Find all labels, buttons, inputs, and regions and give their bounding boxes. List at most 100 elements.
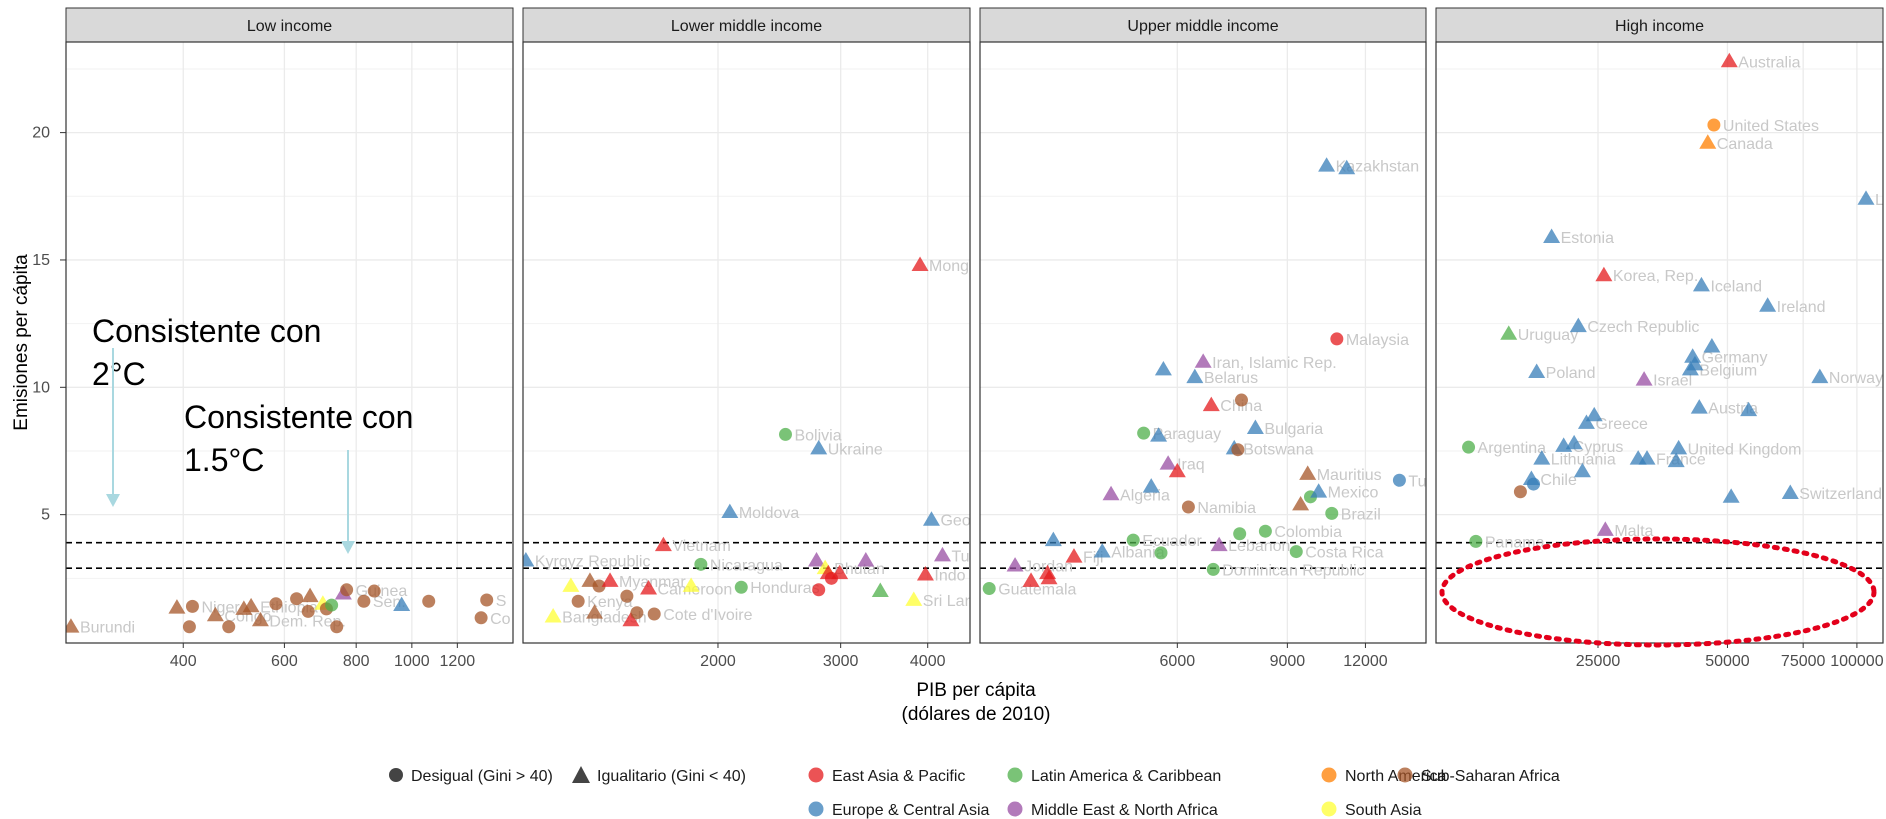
legend-region-label: Europe & Central Asia	[832, 802, 990, 819]
country-label: Lithuania	[1551, 452, 1616, 469]
data-point-triangle	[1720, 52, 1738, 68]
data-point-circle	[734, 580, 748, 594]
x-tick-label: 9000	[1270, 653, 1306, 670]
country-label: Dominican Republic	[1222, 562, 1364, 579]
legend-region-label: South Asia	[1345, 802, 1422, 819]
country-label: Chile	[1540, 472, 1577, 489]
facet-panel-2: Upper middle income GuatemalaJordanFijiAl…	[979, 7, 1456, 670]
data-point-circle	[1181, 500, 1195, 514]
data-point-triangle	[601, 572, 619, 587]
data-point-triangle	[1102, 485, 1120, 501]
data-point-triangle	[831, 564, 849, 580]
country-label: Ukraine	[828, 441, 883, 458]
facet-title: High income	[1615, 18, 1704, 35]
arrow-15c-head	[341, 541, 355, 554]
country-label: S	[496, 593, 507, 610]
data-point-circle	[1206, 562, 1220, 576]
country-label: Vietnam	[672, 538, 730, 555]
data-point-circle	[1392, 473, 1406, 487]
country-label: Myanmar	[619, 574, 686, 591]
data-point-circle	[290, 592, 304, 606]
arrow-2c-head	[106, 494, 120, 507]
data-point-circle	[812, 583, 826, 597]
country-label: Dem. Rep.	[269, 613, 345, 630]
country-label: Botswana	[1243, 441, 1313, 458]
data-point-triangle	[1596, 521, 1614, 536]
data-point-circle	[1258, 524, 1272, 538]
legend-shape-label: Igualitario (Gini < 40)	[597, 768, 746, 785]
data-point-triangle	[1690, 399, 1708, 414]
data-point-triangle	[1740, 401, 1758, 417]
data-point-circle	[1707, 118, 1721, 132]
country-label: Turkey	[1408, 473, 1456, 490]
x-tick-label: 6000	[1160, 653, 1196, 670]
data-point-triangle	[1703, 338, 1721, 353]
data-point-triangle	[1338, 159, 1356, 175]
panel-border	[65, 41, 514, 644]
data-point-triangle	[622, 611, 640, 627]
x-tick-label: 400	[170, 653, 197, 670]
facet-panel-1: Lower middle income Kyrgyz RepublicBangla…	[522, 7, 1002, 670]
country-label: Uruguay	[1518, 327, 1578, 344]
data-point-triangle	[1585, 406, 1603, 422]
country-label: Tunisia	[951, 548, 1002, 565]
legend-shape-triangle	[572, 766, 590, 783]
data-point-triangle	[1093, 543, 1111, 558]
data-point-triangle	[922, 511, 940, 526]
data-point-triangle	[206, 606, 224, 622]
country-label: Lebanon	[1228, 538, 1290, 555]
data-point-circle	[357, 594, 371, 608]
data-point-circle	[185, 599, 199, 613]
legend-region-swatch	[1007, 801, 1023, 817]
x-tick-label: 75000	[1781, 653, 1826, 670]
data-point-circle	[269, 597, 283, 611]
country-label: Canada	[1717, 136, 1773, 153]
legend-region-swatch	[1321, 767, 1337, 783]
x-tick-label: 1000	[394, 653, 430, 670]
y-tick-label: 10	[32, 379, 50, 396]
country-label: Germany	[1702, 350, 1768, 367]
data-point-triangle	[905, 591, 923, 606]
country-label: Guinea	[356, 583, 408, 600]
country-label: Mauritius	[1317, 467, 1382, 484]
country-label: Georgia	[940, 513, 997, 530]
data-point-triangle	[1722, 488, 1740, 503]
data-point-triangle	[1667, 452, 1685, 468]
country-label: Burundi	[80, 620, 135, 637]
data-point-circle	[367, 584, 381, 598]
data-point-triangle	[810, 439, 828, 455]
facet-strip	[1435, 7, 1884, 43]
data-point-circle	[1233, 527, 1247, 541]
data-point-triangle	[523, 551, 535, 567]
country-label: Czech Republic	[1587, 319, 1699, 336]
data-point-triangle	[1202, 396, 1220, 412]
data-point-circle	[1289, 545, 1303, 559]
data-point-triangle	[1292, 495, 1310, 511]
data-point-triangle	[1246, 419, 1264, 435]
data-point-circle	[1513, 485, 1527, 499]
data-point-triangle	[1759, 297, 1777, 312]
data-point-circle	[182, 620, 196, 634]
data-point-circle	[1154, 546, 1168, 560]
country-label: Malaysia	[1346, 332, 1409, 349]
facet-strip	[522, 7, 971, 43]
country-label: Ireland	[1777, 299, 1826, 316]
data-point-triangle	[1533, 450, 1551, 465]
data-point-circle	[1330, 332, 1344, 346]
country-label: Kazakhstan	[1336, 159, 1420, 176]
data-point-triangle	[1500, 325, 1518, 340]
data-point-circle	[571, 594, 585, 608]
panel-border	[979, 41, 1427, 644]
data-point-circle	[647, 607, 661, 621]
data-point-triangle	[1692, 276, 1710, 292]
legend-region-label: North America	[1345, 768, 1446, 785]
country-label: Albania	[1111, 545, 1164, 562]
data-point-triangle	[1686, 355, 1704, 371]
data-point-circle	[630, 606, 644, 620]
data-point-circle	[325, 598, 339, 612]
data-point-circle	[1231, 443, 1245, 457]
data-point-triangle	[1595, 266, 1613, 282]
data-point-triangle	[721, 503, 739, 519]
annotation-2c-line1: Consistente con	[92, 313, 321, 349]
